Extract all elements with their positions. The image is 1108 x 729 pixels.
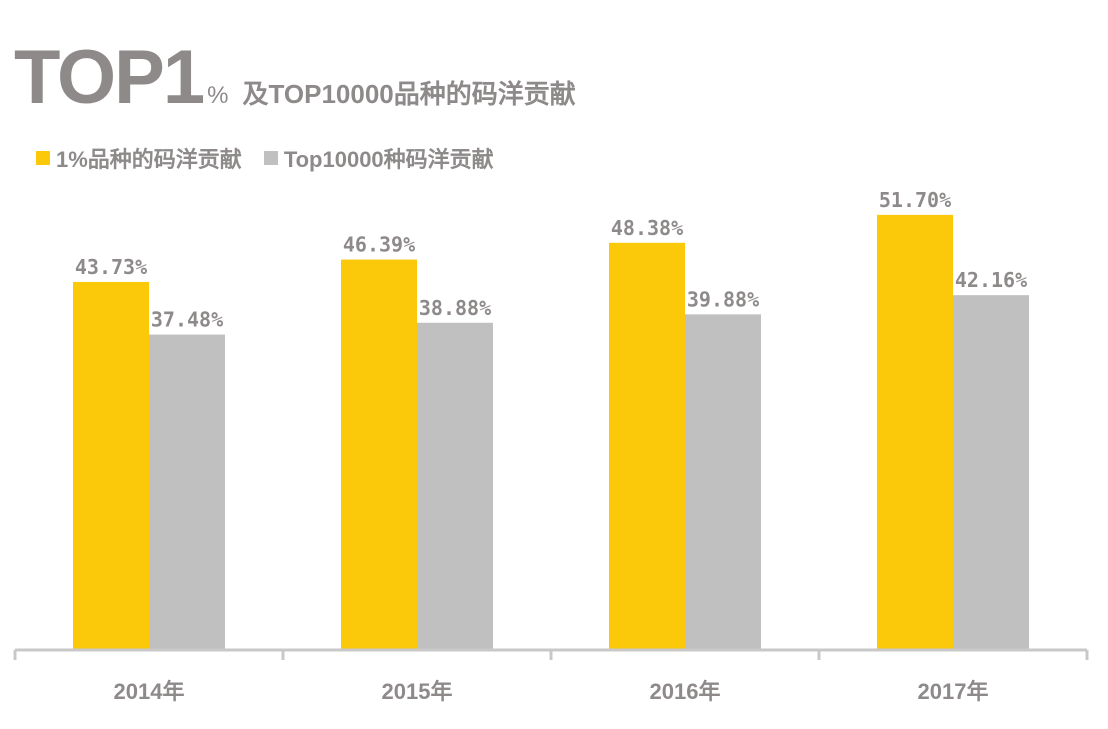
title-rest: 及TOP10000品种的码洋贡献 bbox=[242, 79, 576, 109]
legend-swatch bbox=[263, 151, 278, 165]
data-label: 39.88% bbox=[687, 287, 759, 311]
x-tick-label: 2014年 bbox=[114, 679, 185, 704]
legend-label: 1%品种的码洋贡献 bbox=[56, 147, 242, 172]
x-tick-label: 2017年 bbox=[918, 679, 989, 704]
bar-top1pct bbox=[877, 214, 953, 650]
bar-top1pct bbox=[73, 281, 149, 650]
legend-label: Top10000种码洋贡献 bbox=[283, 147, 494, 172]
legend: 1%品种的码洋贡献 Top10000种码洋贡献 bbox=[36, 142, 516, 174]
data-label: 38.88% bbox=[419, 296, 491, 320]
bar-top10000 bbox=[685, 314, 761, 650]
bar-top10000 bbox=[953, 295, 1029, 650]
title-big: TOP1 bbox=[14, 35, 205, 120]
legend-swatch bbox=[36, 151, 50, 165]
title-percent: % bbox=[207, 82, 229, 109]
x-tick-label: 2016年 bbox=[650, 679, 721, 704]
data-label: 42.16% bbox=[955, 268, 1027, 292]
bar-top10000 bbox=[149, 334, 225, 650]
data-label: 43.73% bbox=[75, 255, 147, 279]
chart-title: TOP1% 及TOP10000品种的码洋贡献 bbox=[14, 34, 576, 121]
bar-top10000 bbox=[417, 322, 493, 650]
data-label: 48.38% bbox=[611, 216, 683, 240]
data-label: 51.70% bbox=[879, 188, 951, 212]
legend-item-series2: Top10000种码洋贡献 bbox=[263, 142, 494, 174]
x-tick-label: 2015年 bbox=[382, 679, 453, 704]
bar-top1pct bbox=[341, 259, 417, 650]
data-label: 46.39% bbox=[343, 233, 415, 257]
legend-item-series1: 1%品种的码洋贡献 bbox=[36, 142, 242, 174]
data-label: 37.48% bbox=[151, 308, 223, 332]
bar-top1pct bbox=[609, 242, 685, 650]
